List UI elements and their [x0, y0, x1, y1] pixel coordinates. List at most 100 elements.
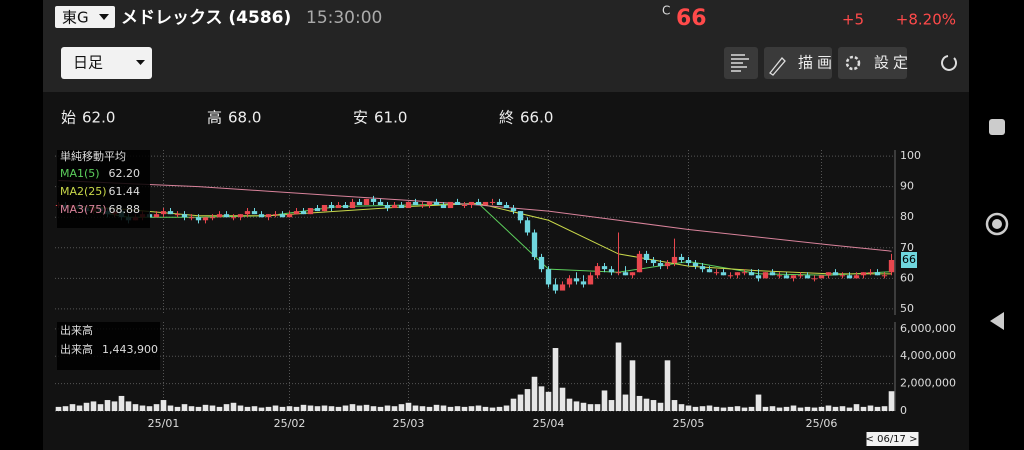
volume-bar: [83, 402, 90, 411]
y-tick-label: 70: [900, 241, 914, 254]
candle-body: [160, 211, 167, 215]
volume-bar: [510, 398, 517, 411]
candle-body: [349, 201, 356, 209]
candle-body: [839, 275, 846, 277]
candle-body: [741, 272, 748, 274]
nav-back[interactable]: [990, 312, 1004, 330]
candle-body: [181, 214, 188, 218]
refresh-icon[interactable]: [941, 55, 957, 71]
candle-body: [496, 201, 503, 205]
candle-body: [440, 205, 447, 209]
volume-bar: [552, 348, 559, 411]
volume-bar: [188, 406, 195, 411]
volume-bar: [209, 405, 216, 411]
y-tick-label: 100: [900, 149, 921, 162]
legend-name: MA1(5): [60, 167, 100, 180]
volume-bar: [531, 376, 538, 411]
settings-button[interactable]: [838, 47, 907, 79]
volume-bar: [853, 404, 860, 411]
candle-body: [153, 214, 160, 218]
volume-bar: [398, 404, 405, 411]
date-marker: [866, 432, 919, 446]
candle-body: [671, 256, 678, 264]
candle-body: [384, 205, 391, 209]
candle-body: [615, 272, 622, 274]
legend-title: 単純移動平均: [60, 149, 126, 163]
candle-body: [888, 260, 895, 273]
volume-bar: [202, 404, 209, 411]
candle-body: [552, 284, 559, 291]
volume-bar: [748, 406, 755, 411]
dropdown-arrow: [136, 60, 145, 65]
volume-bar: [181, 404, 188, 411]
market-dropdown[interactable]: [55, 6, 115, 28]
y-tick-label: 0: [900, 404, 907, 417]
volume-bar: [629, 360, 636, 411]
candle-body: [510, 208, 517, 212]
volume-bar: [132, 404, 139, 411]
volume-bar: [636, 395, 643, 411]
volume-bar: [657, 402, 664, 411]
candle-body: [622, 272, 629, 276]
nav-home[interactable]: [985, 212, 1009, 236]
volume-bar: [90, 401, 97, 411]
volume-bar: [839, 406, 846, 411]
nav-recent[interactable]: [989, 119, 1005, 135]
candle-body: [818, 275, 825, 279]
candle-body: [377, 201, 384, 205]
candle-body: [202, 217, 209, 221]
volume-bar: [363, 404, 370, 411]
x-tick-label: 25/04: [533, 417, 565, 430]
volume-bar: [104, 400, 111, 411]
candle-body: [195, 217, 202, 221]
candle-body: [762, 272, 769, 279]
summary-label: 安: [353, 109, 368, 127]
y-tick-label: 60: [900, 271, 914, 284]
candle-body: [720, 272, 727, 276]
volume-bar: [307, 405, 314, 411]
candle-body: [594, 266, 601, 276]
volume-bar: [699, 406, 706, 411]
candle-body: [454, 201, 461, 205]
volume-bar: [517, 394, 524, 411]
period-dropdown[interactable]: [61, 47, 152, 79]
pencil-icon: [769, 57, 786, 76]
candle-body: [461, 205, 468, 206]
candle-body: [314, 208, 321, 212]
volume-bar: [846, 407, 853, 411]
candle-body: [573, 278, 580, 282]
summary-label: 高: [207, 109, 222, 127]
candle-body: [433, 201, 440, 205]
candle-body: [405, 201, 412, 209]
volume-bar: [832, 406, 839, 411]
period: 日足: [73, 54, 103, 72]
x-tick-label: 25/06: [806, 417, 838, 430]
price-flag: C: [662, 4, 670, 18]
volume-bar: [293, 406, 300, 411]
draw-button[interactable]: [764, 47, 832, 79]
volume-bar: [244, 406, 251, 411]
candle-body: [216, 214, 223, 218]
volume-bar: [405, 402, 412, 411]
candle-body: [874, 272, 881, 276]
candle-body: [685, 260, 692, 264]
candle-body: [251, 211, 258, 215]
candle-body: [328, 205, 335, 209]
volume-bar: [783, 406, 790, 411]
volume-bar: [377, 406, 384, 411]
y-tick-label: 80: [900, 210, 914, 223]
volume-bar: [153, 404, 160, 411]
volume-bar: [335, 406, 342, 411]
candle-body: [650, 260, 657, 264]
volume-bar: [69, 404, 76, 411]
candle-body: [391, 205, 398, 209]
volume-bar: [223, 404, 230, 411]
candle-body: [699, 266, 706, 270]
candle-body: [503, 205, 510, 209]
legend-name: MA3(75): [60, 203, 107, 216]
legend-value: 62.20: [109, 167, 141, 180]
volume-bar: [391, 406, 398, 411]
candle-body: [587, 275, 594, 285]
volume-bar: [321, 405, 328, 411]
candle-body: [629, 272, 636, 276]
